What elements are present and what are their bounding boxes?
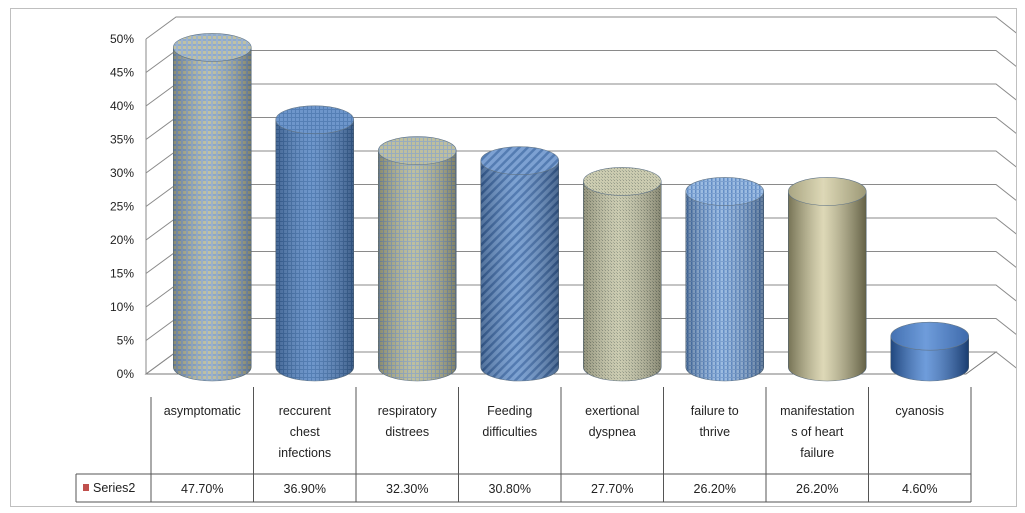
- y-tick-label: 10%: [110, 300, 134, 314]
- y-tick-label: 35%: [110, 133, 134, 147]
- x-category-label: cyanosis: [895, 404, 944, 418]
- bar: [582, 167, 662, 382]
- y-tick-label: 30%: [110, 166, 134, 180]
- data-label: 26.20%: [694, 482, 736, 496]
- x-category-label: exertional dyspnea: [585, 404, 639, 439]
- y-tick-label: 45%: [110, 66, 134, 80]
- y-tick-label: 40%: [110, 99, 134, 113]
- bars: [173, 33, 969, 382]
- bar: [480, 146, 559, 382]
- y-tick-label: 0%: [117, 367, 135, 381]
- data-label: 30.80%: [489, 482, 531, 496]
- x-category-label: asymptomatic: [164, 404, 241, 418]
- bar: [173, 33, 252, 382]
- y-tick-label: 15%: [110, 267, 134, 281]
- data-label: 32.30%: [386, 482, 428, 496]
- gridline: [145, 150, 1016, 174]
- y-tick-label: 20%: [110, 233, 134, 247]
- data-label: 27.70%: [591, 482, 633, 496]
- gridline: [145, 117, 1016, 140]
- bar: [890, 321, 969, 382]
- bar: [377, 136, 457, 382]
- legend-swatch: [83, 484, 89, 491]
- data-label: 36.90%: [284, 482, 326, 496]
- x-category-label: manifestation s of heart failure: [780, 404, 854, 460]
- gridline: [145, 16, 1016, 40]
- gridline: [145, 83, 1016, 107]
- data-table: asymptomatic 47.70% reccurent chest infectio…: [75, 387, 972, 503]
- x-category-label: failure to thrive: [691, 404, 739, 439]
- y-tick-label: 5%: [117, 334, 135, 348]
- y-tick-label: 25%: [110, 200, 134, 214]
- bar: [787, 177, 867, 382]
- x-category-label: reccurent chest infections: [278, 404, 331, 460]
- legend-series-name: Series2: [93, 481, 135, 495]
- data-label: 26.20%: [796, 482, 838, 496]
- bar: [275, 105, 354, 382]
- x-category-label: respiratory distrees: [378, 404, 438, 439]
- bar: [685, 177, 764, 382]
- chart-floor: [144, 351, 998, 375]
- y-tick-label: 50%: [110, 32, 134, 46]
- y-axis: 0% 5% 10% 15% 20% 25% 30% 35% 40% 45% 50%: [110, 32, 134, 381]
- chart-svg: 0% 5% 10% 15% 20% 25% 30% 35% 40% 45% 50% asymptom…: [75, 16, 1016, 503]
- x-category-label: Feeding difficulties: [482, 404, 537, 439]
- chart-frame: 0% 5% 10% 15% 20% 25% 30% 35% 40% 45% 50% asymptom…: [10, 8, 1017, 507]
- data-label: 4.60%: [902, 482, 937, 496]
- gridline: [145, 50, 1016, 73]
- data-label: 47.70%: [181, 482, 223, 496]
